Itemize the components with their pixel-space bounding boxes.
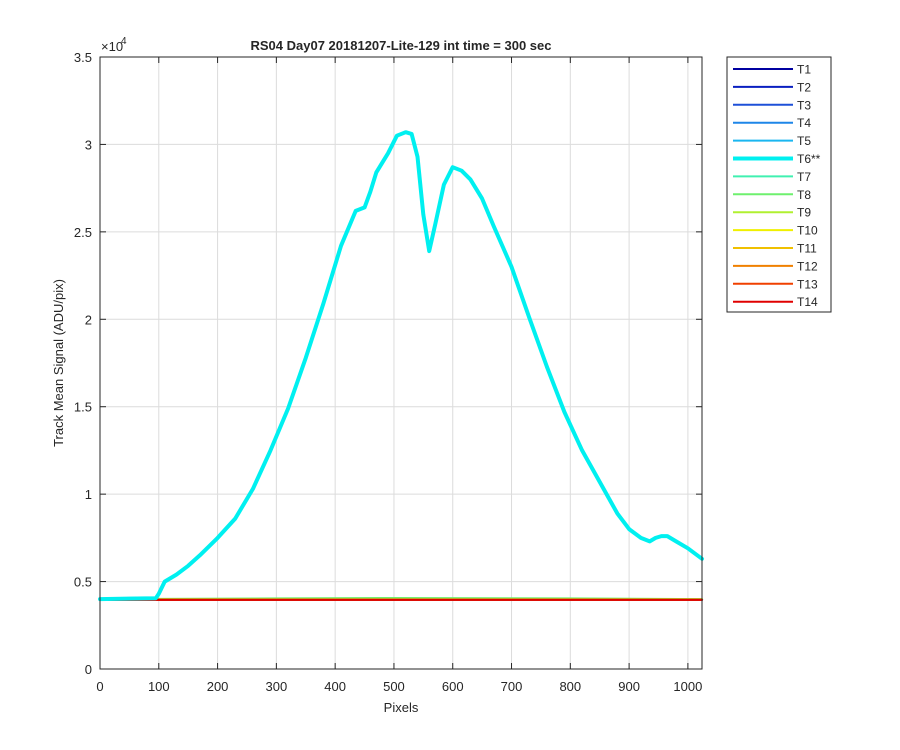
legend-label: T10 [797, 224, 818, 238]
axes-box [99, 56, 703, 670]
plot-area [100, 57, 702, 669]
x-tick-label: 300 [266, 679, 288, 694]
series-line-t6 [98, 130, 704, 602]
legend-label: T8 [797, 188, 811, 202]
y-axis: 0 0.5 1 1.5 2 2.5 3 3.5 [74, 50, 702, 677]
legend-label: T3 [797, 98, 811, 112]
y-tick-label: 3.5 [74, 50, 92, 65]
series-layer [98, 130, 704, 602]
legend-label: T12 [797, 259, 818, 273]
legend-label: T5 [797, 134, 811, 148]
x-tick-label: 1000 [673, 679, 702, 694]
y-axis-label: Track Mean Signal (ADU/pix) [51, 279, 66, 447]
grid [100, 57, 702, 669]
legend-label: T13 [797, 277, 818, 291]
x-tick-label: 500 [383, 679, 405, 694]
legend-label: T14 [797, 295, 818, 309]
legend-box [726, 56, 832, 313]
y-exponent-base: ×10 [101, 39, 123, 54]
x-axis-label: Pixels [384, 700, 419, 715]
x-tick-label: 100 [148, 679, 170, 694]
x-tick-label: 200 [207, 679, 229, 694]
x-tick-label: 900 [618, 679, 640, 694]
x-tick-label: 800 [559, 679, 581, 694]
x-tick-label: 0 [96, 679, 103, 694]
legend: T1 T2 T3 T4 T5 T6** T7 T8 T9 T10 T11 T12 T13 T14 [726, 56, 832, 313]
legend-label: T1 [797, 63, 811, 77]
y-exponent: ×10 4 [101, 36, 127, 54]
y-tick-label: 2 [85, 312, 92, 327]
y-tick-label: 2.5 [74, 225, 92, 240]
y-tick-label: 1.5 [74, 400, 92, 415]
x-tick-label: 600 [442, 679, 464, 694]
legend-label: T9 [797, 206, 811, 220]
legend-label: T2 [797, 80, 811, 94]
legend-label: T4 [797, 116, 811, 130]
legend-label: T7 [797, 170, 811, 184]
legend-label: T6** [797, 152, 821, 166]
chart-title: RS04 Day07 20181207-Lite-129 int time = … [251, 38, 552, 53]
y-exponent-power: 4 [121, 36, 127, 47]
x-tick-label: 400 [324, 679, 346, 694]
y-tick-label: 3 [85, 137, 92, 152]
y-tick-label: 1 [85, 487, 92, 502]
x-tick-label: 700 [501, 679, 523, 694]
y-tick-label: 0.5 [74, 575, 92, 590]
legend-label: T11 [797, 242, 817, 256]
y-tick-label: 0 [85, 662, 92, 677]
x-axis: 0 100 200 300 400 500 600 700 800 900 1000 [96, 57, 702, 694]
